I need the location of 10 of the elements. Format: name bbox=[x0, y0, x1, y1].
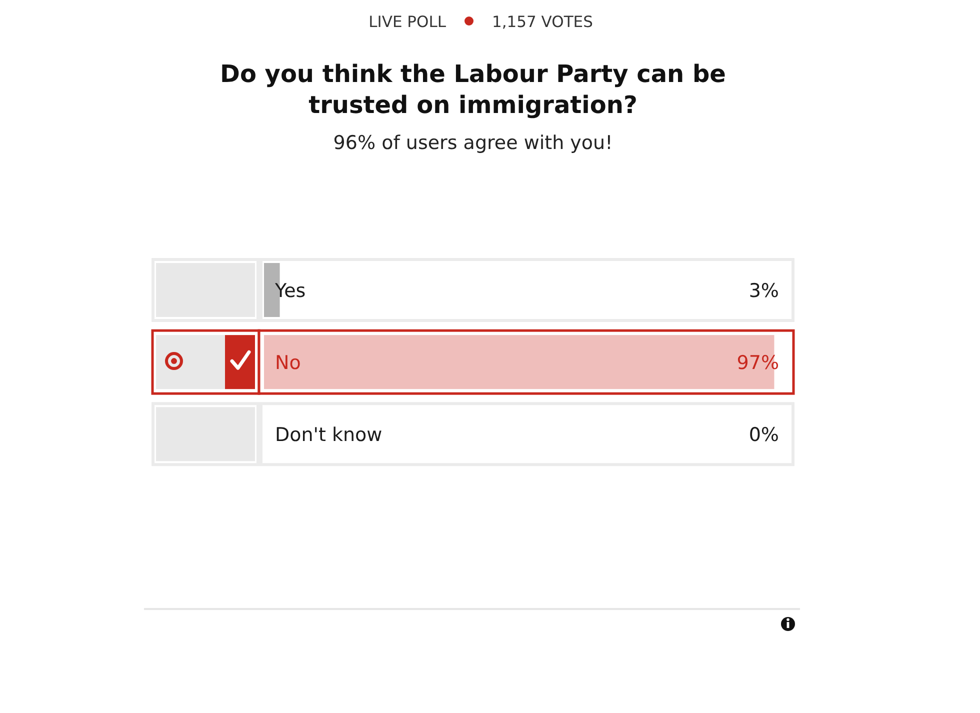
chart-title: Do you think the Labour Party can be trusted on immigration? bbox=[220, 60, 726, 119]
data-label: 97% bbox=[736, 352, 779, 374]
y-tick-label: No bbox=[275, 352, 301, 374]
text: LIVE POLL bbox=[368, 13, 446, 31]
data-label: 0% bbox=[748, 424, 779, 446]
text: 1,157 VOTES bbox=[492, 13, 593, 31]
y-tick-label: Don't know bbox=[275, 424, 382, 446]
chart-subtitle: 96% of users agree with you! bbox=[333, 132, 613, 154]
data-label: 3% bbox=[748, 280, 779, 302]
y-tick-label: Yes bbox=[274, 280, 306, 302]
